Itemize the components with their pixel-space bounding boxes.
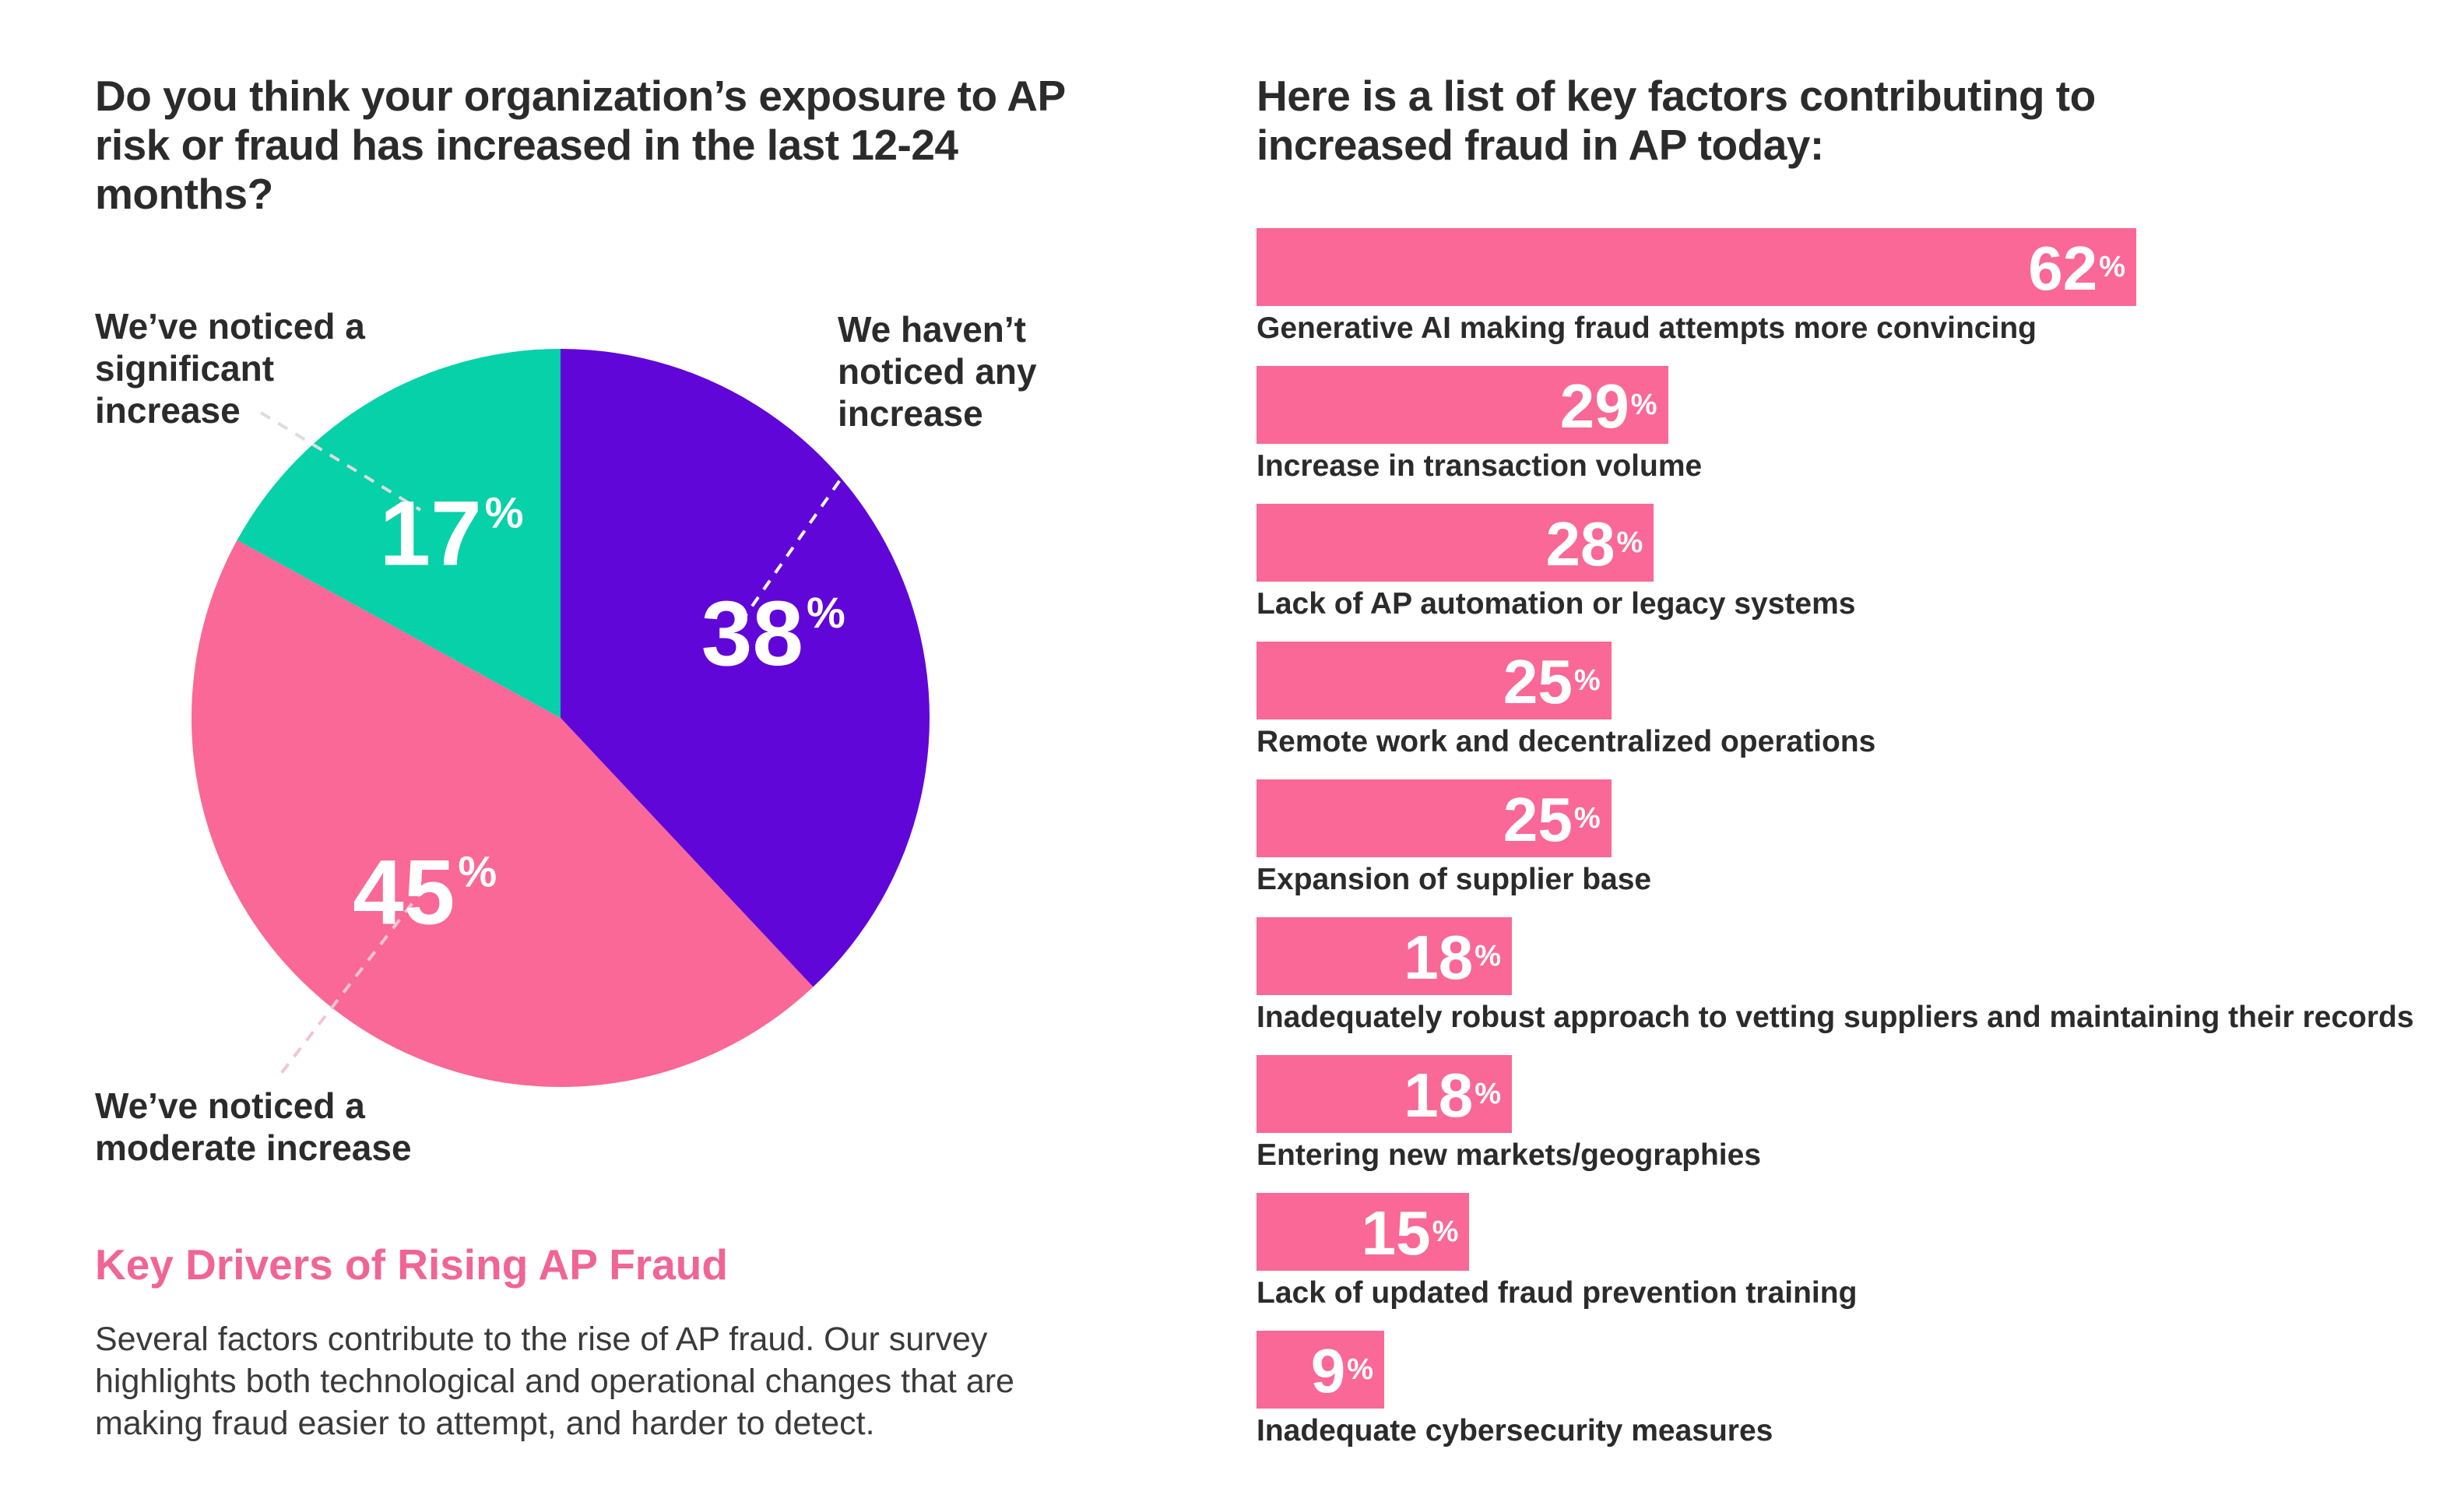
bar-category-label: Entering new markets/geographies xyxy=(1257,1138,1762,1172)
bar-value-label: 25% xyxy=(1503,647,1601,716)
pie-question-title: Do you think your organization’s exposur… xyxy=(95,72,1065,218)
bar xyxy=(1257,1055,1513,1133)
bar-value-label: 28% xyxy=(1545,509,1643,579)
bar xyxy=(1257,366,1668,444)
bar-category-label: Remote work and decentralized operations xyxy=(1257,725,1876,758)
bar-chart-title: Here is a list of key factors contributi… xyxy=(1257,72,2096,169)
bar-value-label: 18% xyxy=(1404,1061,1502,1130)
bar-category-label: Lack of updated fraud prevention trainin… xyxy=(1257,1276,1858,1310)
bar-value-label: 18% xyxy=(1404,923,1502,992)
pie-label-moderate-increase: We’ve noticed a moderate increase xyxy=(95,1085,412,1168)
bar-category-label: Lack of AP automation or legacy systems xyxy=(1257,587,1856,621)
pie-label-no-increase: We haven’t noticed any increase xyxy=(838,309,1037,434)
bar-category-label: Increase in transaction volume xyxy=(1257,449,1703,483)
bar xyxy=(1257,779,1612,857)
bar-category-label: Generative AI making fraud attempts more… xyxy=(1257,311,2037,345)
pie-slice-moderate-increase xyxy=(192,540,814,1087)
pie-chart: 38%45%17% xyxy=(192,349,930,1087)
bar xyxy=(1257,228,2136,306)
key-drivers-heading: Key Drivers of Rising AP Fraud xyxy=(95,1240,728,1289)
bar-value-label: 62% xyxy=(2028,234,2125,303)
pie-slice-significant-increase xyxy=(237,349,561,718)
bar-value-label: 15% xyxy=(1361,1198,1459,1268)
bar xyxy=(1257,504,1654,582)
bar-value-label: 25% xyxy=(1503,785,1601,854)
pie-label-significant-increase: We’ve noticed a significant increase xyxy=(95,306,365,431)
bar-category-label: Inadequate cybersecurity measures xyxy=(1257,1414,1773,1447)
key-drivers-paragraph: Several factors contribute to the rise o… xyxy=(95,1321,1014,1442)
bar-category-label: Inadequately robust approach to vetting … xyxy=(1257,1001,2414,1034)
bar xyxy=(1257,917,1513,995)
bar xyxy=(1257,1193,1470,1271)
bar-value-label: 29% xyxy=(1559,371,1657,441)
leader-line-no-increase xyxy=(744,446,864,617)
bar-category-label: Expansion of supplier base xyxy=(1257,863,1652,896)
pie-slice-no-increase xyxy=(561,349,930,987)
bar-value-label: 9% xyxy=(1310,1336,1374,1405)
bar xyxy=(1257,1331,1385,1409)
pie-value-moderate-increase: 45% xyxy=(353,842,497,944)
bar xyxy=(1257,642,1612,719)
